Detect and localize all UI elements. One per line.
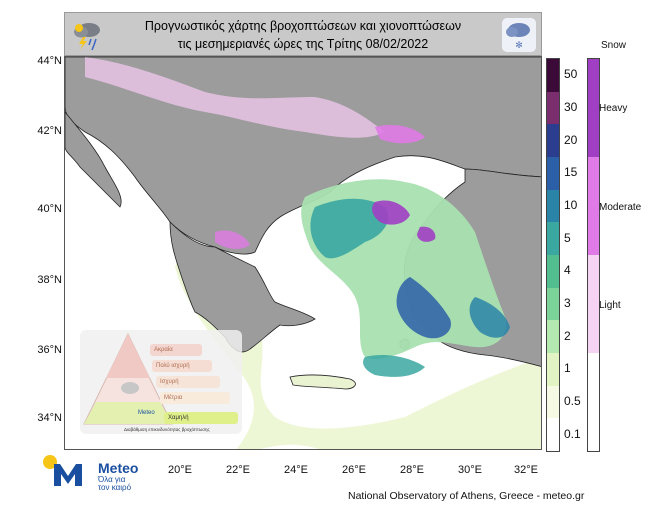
rain-zone-heavy-2: [396, 277, 451, 339]
snow-zone-heavy: [372, 200, 410, 225]
meteo-logo-icon: [43, 455, 82, 486]
rain-legend-swatch: [547, 157, 559, 190]
map-canvas: [65, 57, 541, 449]
lon-label-22: 22°E: [226, 464, 250, 476]
lat-label-44: 44°N: [37, 55, 62, 67]
lon-label-24: 24°E: [284, 464, 308, 476]
inset-caption: Διαβάθμιση επικινδυνότητας βροχόπτωσης: [124, 427, 210, 432]
lon-label-26: 26°E: [342, 464, 366, 476]
italy-land: [65, 111, 122, 208]
rain-legend-label: 50: [564, 67, 578, 82]
lon-label-20: 20°E: [168, 464, 192, 476]
rain-legend-label: 4: [564, 263, 571, 278]
lat-label-40: 40°N: [37, 203, 62, 215]
hazard-step-4: Πολύ ισχυρή: [152, 360, 212, 372]
lon-label-30: 30°E: [458, 464, 482, 476]
hazard-scale-inset: Ακραία Πολύ ισχυρή Ισχυρή Μέτρια Χαμηλή …: [80, 330, 242, 434]
logo-name: Meteo: [98, 460, 139, 476]
rain-legend-label: 1: [564, 361, 571, 376]
rain-legend-label: 5: [564, 230, 571, 245]
rain-legend-swatch: [547, 353, 559, 386]
rain-legend-swatch: [547, 320, 559, 353]
snow-zone-moderate-north: [375, 125, 425, 144]
svg-text:✻: ✻: [515, 41, 523, 51]
snow-label-light: Light: [599, 300, 621, 311]
rain-legend-swatch: [547, 222, 559, 255]
light-precip-zone: [175, 237, 541, 449]
rain-zone-heavy-1: [310, 198, 389, 259]
hazard-triangle-graphic: [83, 332, 173, 425]
snow-zone-heavy-2: [417, 226, 436, 242]
snow-legend-swatch: [588, 59, 599, 157]
snow-legend-swatch: [588, 353, 599, 451]
rain-legend-swatch: [547, 189, 559, 223]
rain-legend-label: 15: [564, 165, 578, 180]
map-title-box: Προγνωστικός χάρτης βροχοπτώσεων και χιο…: [64, 12, 542, 56]
rain-zone-band: [363, 355, 425, 377]
lat-label-42: 42°N: [37, 125, 62, 137]
rain-legend-swatch: [547, 91, 559, 125]
snow-legend-title: Snow: [601, 40, 627, 51]
hazard-step-2: Μέτρια: [160, 392, 230, 404]
lat-label-38: 38°N: [37, 274, 62, 286]
snow-label-moderate: Moderate: [599, 202, 642, 213]
rain-legend-swatch: [547, 124, 559, 157]
snow-legend-swatch: [588, 255, 599, 353]
rain-legend-label: 3: [564, 296, 571, 310]
snow-legend-swatch: [588, 157, 599, 255]
rain-legend-bar: [546, 58, 560, 452]
rain-legend-swatch: [547, 255, 559, 288]
snow-zone-moderate-west: [215, 230, 250, 249]
precipitation-map: [64, 56, 542, 450]
rain-legend-label: 2: [564, 328, 571, 343]
rain-legend-label: 30: [564, 100, 578, 114]
rain-legend-label: 0.5: [564, 394, 581, 408]
rain-legend-swatch: [547, 418, 559, 451]
title-line-2: τις μεσημεριανές ώρες της Τρίτης 08/02/2…: [177, 37, 429, 51]
snow-cloud-icon: ✻: [502, 18, 536, 52]
hazard-step-1: Χαμηλή: [164, 412, 238, 424]
inset-meteo-label: Meteo: [138, 410, 155, 416]
hazard-step-3: Ισχυρή: [156, 376, 220, 388]
rain-legend-swatch: [547, 385, 559, 419]
lat-label-34: 34°N: [37, 412, 62, 424]
rain-legend-label: 0.1: [564, 426, 581, 441]
rain-legend-label: 10: [564, 198, 578, 212]
lon-label-32: 32°E: [514, 464, 538, 476]
crete-land: [289, 374, 356, 390]
greece-mainland: [169, 221, 316, 353]
rain-legend-swatch: [547, 287, 559, 321]
hazard-step-5: Ακραία: [150, 344, 202, 356]
rain-legend-swatch: [547, 59, 559, 92]
title-line-1: Προγνωστικός χάρτης βροχοπτώσεων και χιο…: [144, 19, 462, 33]
snow-label-heavy: Heavy: [599, 103, 628, 114]
rain-zone-heavy-3: [469, 297, 510, 338]
logo-tagline: Όλα για τον καιρό: [98, 475, 132, 492]
lat-label-36: 36°N: [37, 344, 62, 356]
snow-legend-bar: [587, 58, 600, 452]
snow-zone-light: [85, 57, 385, 138]
footer-credit: National Observatory of Athens, Greece -…: [348, 490, 585, 502]
rain-legend-label: 20: [564, 132, 578, 147]
lon-label-28: 28°E: [400, 464, 424, 476]
rain-cloud-lightning-icon: [74, 23, 100, 51]
